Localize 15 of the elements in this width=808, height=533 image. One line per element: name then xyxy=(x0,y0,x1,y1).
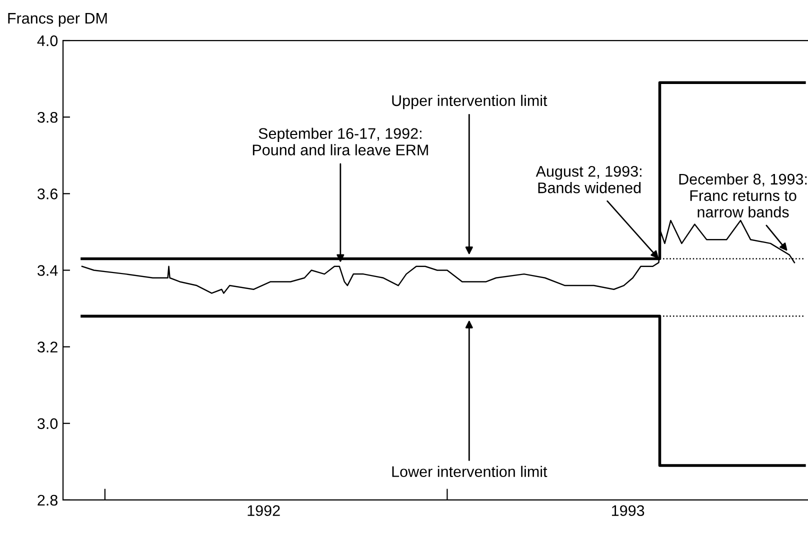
y-tick-label: 3.2 xyxy=(38,342,58,352)
annotation: September 16-17, 1992: Pound and lira leave ERM xyxy=(252,128,428,156)
annotation: Lower intervention limit xyxy=(392,466,548,478)
x-tick-label: 1993 xyxy=(612,505,644,516)
annotation: Upper intervention limit xyxy=(392,94,548,110)
y-tick-label: 3.4 xyxy=(38,265,58,276)
annotation: December 8, 1993: Franc returns to narrow bands xyxy=(679,173,807,218)
y-tick-label: 3.6 xyxy=(38,188,58,200)
y-axis-title: Francs per DM xyxy=(8,13,107,27)
y-tick-label: 2.8 xyxy=(38,494,58,506)
y-tick-label: 4.0 xyxy=(37,35,58,46)
annotation: August 2, 1993: Bands widened xyxy=(536,166,642,194)
y-tick-label: 3.8 xyxy=(38,112,58,123)
x-tick-label: 1992 xyxy=(248,505,280,516)
y-tick-label: 3.0 xyxy=(38,418,58,430)
